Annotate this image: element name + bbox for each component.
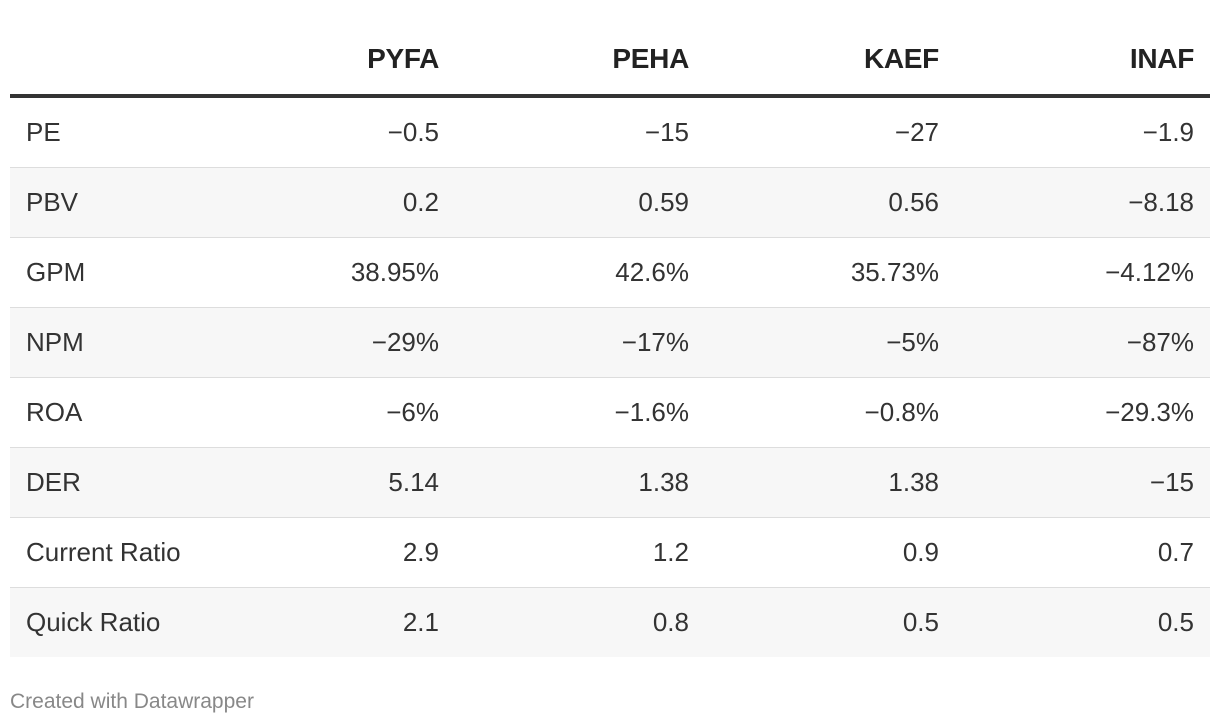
row-label: PBV — [10, 167, 290, 238]
cell-value: 0.56 — [888, 187, 939, 217]
cell-value: 2.9 — [402, 537, 439, 567]
table-row: NPM −29% −17% −5% −87% — [10, 307, 1210, 378]
table-cell: −4.12% — [955, 237, 1210, 308]
header-row: PYFA PEHA KAEF INAF — [10, 24, 1210, 98]
table-header: PYFA PEHA KAEF INAF — [10, 24, 1210, 98]
cell-value: −1.9 — [1142, 117, 1194, 147]
table-row: ROA −6% −1.6% −0.8% −29.3% — [10, 377, 1210, 448]
cell-value: 38.95% — [350, 257, 439, 287]
data-table-container: PYFA PEHA KAEF INAF PE −0.5 −15 −27 −1.9 PBV 0.2 0… — [10, 24, 1210, 657]
table-cell: 1.2 — [455, 517, 705, 588]
table-cell: 2.1 — [290, 587, 455, 657]
cell-value: −27 — [894, 117, 939, 147]
table-cell: −1.6% — [455, 377, 705, 448]
cell-value: 0.59 — [638, 187, 689, 217]
cell-value: 0.5 — [1157, 607, 1194, 637]
row-label: DER — [10, 447, 290, 518]
table-row: GPM 38.95% 42.6% 35.73% −4.12% — [10, 237, 1210, 308]
cell-value: −6% — [386, 397, 439, 427]
table-cell: 0.7 — [955, 517, 1210, 588]
table-cell: 0.8 — [455, 587, 705, 657]
cell-value: −15 — [1149, 467, 1194, 497]
table-cell: 38.95% — [290, 237, 455, 308]
table-cell: −15 — [455, 96, 705, 168]
row-label: ROA — [10, 377, 290, 448]
cell-value: 0.2 — [402, 187, 439, 217]
table-cell: 0.9 — [705, 517, 955, 588]
table-cell: −6% — [290, 377, 455, 448]
table-cell: −0.5 — [290, 96, 455, 168]
table-cell: 0.2 — [290, 167, 455, 238]
cell-value: −8.18 — [1128, 187, 1194, 217]
column-header-label — [10, 24, 290, 98]
cell-value: −17% — [621, 327, 689, 357]
table-body: PE −0.5 −15 −27 −1.9 PBV 0.2 0.59 0.56 −8.18 GPM 38… — [10, 96, 1210, 657]
cell-value: −0.5 — [387, 117, 439, 147]
table-cell: 0.5 — [705, 587, 955, 657]
cell-value: 5.14 — [388, 467, 439, 497]
cell-value: 0.7 — [1157, 537, 1194, 567]
column-header-pyfa: PYFA — [290, 24, 455, 98]
cell-value: 0.9 — [902, 537, 939, 567]
cell-value: 35.73% — [850, 257, 939, 287]
table-cell: 0.56 — [705, 167, 955, 238]
table-cell: 1.38 — [705, 447, 955, 518]
cell-value: 1.38 — [888, 467, 939, 497]
cell-value: 1.38 — [638, 467, 689, 497]
cell-value: −5% — [886, 327, 939, 357]
table-cell: 35.73% — [705, 237, 955, 308]
datawrapper-credit: Created with Datawrapper — [10, 690, 254, 713]
column-header-inaf: INAF — [955, 24, 1210, 98]
table-cell: −0.8% — [705, 377, 955, 448]
cell-value: 42.6% — [615, 257, 689, 287]
row-label: GPM — [10, 237, 290, 308]
table-cell: −27 — [705, 96, 955, 168]
cell-value: 2.1 — [402, 607, 439, 637]
cell-value: 1.2 — [652, 537, 689, 567]
table-cell: 2.9 — [290, 517, 455, 588]
table-cell: −15 — [955, 447, 1210, 518]
table-cell: −17% — [455, 307, 705, 378]
row-label: Quick Ratio — [10, 587, 290, 657]
cell-value: −29.3% — [1105, 397, 1194, 427]
table-cell: −29% — [290, 307, 455, 378]
row-label: Current Ratio — [10, 517, 290, 588]
table-cell: 42.6% — [455, 237, 705, 308]
row-label: PE — [10, 96, 290, 168]
column-header-kaef: KAEF — [705, 24, 955, 98]
cell-value: −1.6% — [614, 397, 689, 427]
cell-value: −29% — [371, 327, 439, 357]
cell-value: −87% — [1126, 327, 1194, 357]
table-row: Quick Ratio 2.1 0.8 0.5 0.5 — [10, 587, 1210, 657]
cell-value: −15 — [644, 117, 689, 147]
data-table: PYFA PEHA KAEF INAF PE −0.5 −15 −27 −1.9 PBV 0.2 0… — [10, 24, 1210, 657]
table-cell: −5% — [705, 307, 955, 378]
column-header-peha: PEHA — [455, 24, 705, 98]
cell-value: −4.12% — [1105, 257, 1194, 287]
cell-value: 0.5 — [902, 607, 939, 637]
table-row: PE −0.5 −15 −27 −1.9 — [10, 96, 1210, 168]
table-cell: 5.14 — [290, 447, 455, 518]
table-cell: 1.38 — [455, 447, 705, 518]
table-cell: 0.5 — [955, 587, 1210, 657]
table-cell: 0.59 — [455, 167, 705, 238]
table-row: DER 5.14 1.38 1.38 −15 — [10, 447, 1210, 518]
table-row: PBV 0.2 0.59 0.56 −8.18 — [10, 167, 1210, 238]
cell-value: 0.8 — [652, 607, 689, 637]
table-cell: −87% — [955, 307, 1210, 378]
table-row: Current Ratio 2.9 1.2 0.9 0.7 — [10, 517, 1210, 588]
table-cell: −1.9 — [955, 96, 1210, 168]
cell-value: −0.8% — [864, 397, 939, 427]
table-cell: −29.3% — [955, 377, 1210, 448]
table-cell: −8.18 — [955, 167, 1210, 238]
row-label: NPM — [10, 307, 290, 378]
